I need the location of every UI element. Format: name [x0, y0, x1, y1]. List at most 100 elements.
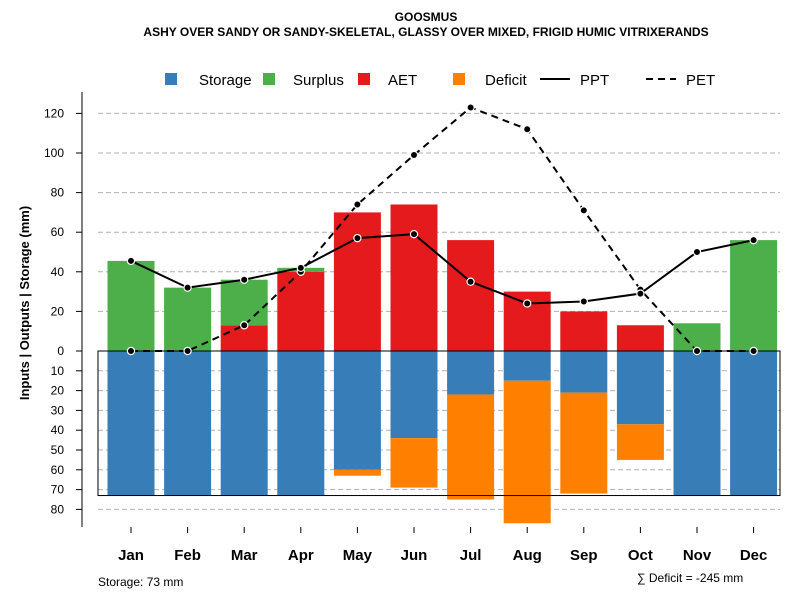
- legend-swatch-surplus: [263, 73, 275, 85]
- y-tick-label: 0: [57, 344, 64, 358]
- storage-capacity-box: [97, 350, 781, 497]
- ppt-point-feb: [183, 283, 192, 292]
- legend-swatch-storage: [165, 73, 177, 85]
- storage-bar-jun: [390, 351, 438, 439]
- bars: [97, 204, 781, 524]
- deficit-bar-oct: [616, 424, 664, 460]
- x-tick-label: Apr: [288, 547, 314, 564]
- storage-note: Storage: 73 mm: [98, 575, 183, 589]
- surplus-bar-nov: [673, 323, 721, 351]
- ppt-point-sep: [579, 297, 589, 306]
- x-tick-label: Oct: [628, 547, 653, 564]
- deficit-note: ∑ Deficit = -245 mm: [637, 571, 743, 585]
- pet-point-sep: [579, 206, 589, 215]
- ppt-point-jul: [466, 277, 475, 286]
- aet-bar-apr: [277, 271, 325, 351]
- x-tick-label: Dec: [740, 547, 768, 564]
- lines: [126, 103, 758, 356]
- aet-bar-sep: [560, 311, 608, 351]
- storage-bar-jul: [447, 351, 495, 395]
- y-tick-label: 60: [51, 225, 65, 239]
- storage-bar-oct: [616, 351, 664, 425]
- aet-bar-may: [333, 212, 381, 351]
- ppt-point-may: [353, 233, 362, 243]
- storage-bar-may: [333, 351, 381, 470]
- pet-point-dec: [749, 346, 758, 356]
- storage-bar-dec: [730, 351, 778, 496]
- ppt-point-oct: [636, 289, 645, 298]
- storage-bar-jan: [107, 351, 155, 496]
- legend-swatch-aet: [358, 73, 370, 85]
- y-tick-label: 20: [51, 304, 65, 318]
- ppt-line: [130, 233, 754, 305]
- y-tick-label: 120: [44, 106, 64, 120]
- ppt-point-dec: [749, 235, 758, 245]
- pet-point-jan: [126, 346, 136, 356]
- pet-point-may: [353, 200, 362, 209]
- y-tick-label: 70: [51, 483, 65, 497]
- chart-subtitle: ASHY OVER SANDY OR SANDY-SKELETAL, GLASS…: [143, 25, 708, 39]
- legend-label-deficit: Deficit: [485, 72, 528, 89]
- legend-swatch-deficit: [453, 73, 465, 85]
- axes: 120 100 80 60 40 20 0 10 20 30 40 50 60 70 80 Jan Feb Mar…: [44, 92, 767, 564]
- y-tick-label: 80: [51, 502, 65, 516]
- ppt-point-apr: [296, 263, 305, 273]
- legend-label-storage: Storage: [199, 72, 252, 89]
- storage-bar-aug: [503, 351, 551, 381]
- aet-bar-mar: [220, 325, 268, 351]
- x-tick-label: Aug: [513, 547, 542, 564]
- ppt-point-aug: [523, 299, 532, 308]
- y-tick-label: 30: [51, 403, 65, 417]
- surplus-bar-dec: [730, 240, 778, 351]
- y-tick-label: 80: [51, 186, 65, 200]
- x-tick-label: Feb: [174, 547, 201, 564]
- pet-point-nov: [692, 346, 702, 356]
- storage-bar-nov: [673, 351, 721, 496]
- y-tick-label: 40: [51, 265, 65, 279]
- deficit-bar-jul: [447, 394, 495, 500]
- pet-line: [131, 106, 754, 352]
- aet-bar-jul: [447, 240, 495, 351]
- y-tick-label: 10: [51, 364, 65, 378]
- y-tick-label: 60: [51, 463, 65, 477]
- storage-bar-apr: [277, 351, 325, 496]
- chart-title: GOOSMUS: [395, 10, 458, 24]
- pet-point-jul: [466, 103, 475, 112]
- pet-point-feb: [183, 346, 192, 356]
- deficit-bar-may: [333, 469, 381, 476]
- y-tick-label: 40: [51, 423, 65, 437]
- surplus-bar-jan: [107, 260, 155, 351]
- legend-label-aet: AET: [388, 72, 417, 89]
- pet-point-aug: [523, 125, 532, 134]
- ppt-point-mar: [239, 275, 249, 284]
- legend: Storage Surplus AET Deficit PPT PET: [165, 72, 715, 89]
- y-axis-label: Inputs | Outputs | Storage (mm): [17, 206, 32, 400]
- storage-bar-feb: [164, 351, 212, 496]
- storage-bar-sep: [560, 351, 608, 393]
- deficit-bar-aug: [503, 380, 551, 524]
- aet-bar-jun: [390, 204, 438, 351]
- ppt-point-jun: [409, 229, 419, 239]
- y-tick-label: 50: [51, 443, 65, 457]
- x-tick-label: May: [343, 547, 373, 564]
- aet-bar-oct: [616, 325, 664, 351]
- surplus-bar-feb: [164, 287, 212, 351]
- legend-label-ppt: PPT: [580, 72, 609, 89]
- y-tick-label: 100: [44, 146, 64, 160]
- pet-point-jun: [409, 150, 419, 160]
- legend-label-pet: PET: [686, 72, 715, 89]
- y-tick-label: 20: [51, 384, 65, 398]
- gridlines: [98, 112, 780, 510]
- pet-point-mar: [239, 321, 249, 330]
- x-tick-label: Jul: [460, 547, 482, 564]
- deficit-bar-jun: [390, 438, 438, 488]
- ppt-point-nov: [692, 247, 702, 257]
- x-tick-label: Nov: [683, 547, 712, 564]
- x-tick-label: Mar: [231, 547, 258, 564]
- legend-label-surplus: Surplus: [293, 72, 344, 89]
- ppt-point-jan: [126, 256, 136, 266]
- x-tick-label: Jan: [118, 547, 144, 564]
- surplus-bar-mar: [220, 279, 268, 326]
- x-tick-label: Sep: [570, 547, 598, 564]
